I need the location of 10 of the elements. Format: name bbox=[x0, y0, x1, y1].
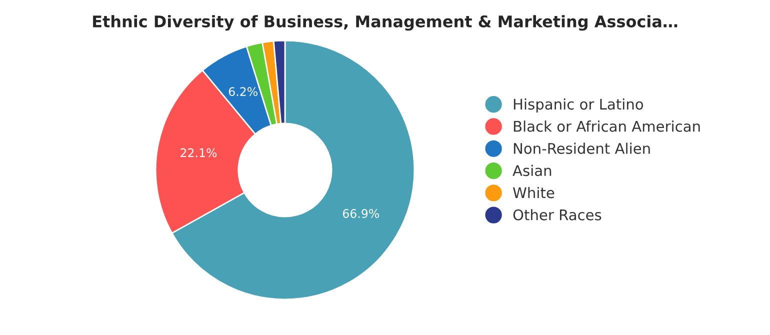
legend-label: Hispanic or Latino bbox=[514, 98, 644, 113]
legend-label: Black or African American bbox=[514, 120, 700, 132]
data-label: 22.1% bbox=[180, 148, 217, 158]
data-label: 6.2% bbox=[228, 87, 258, 96]
data-label: 66.9% bbox=[342, 209, 379, 218]
legend-label: White bbox=[513, 186, 554, 198]
chart-title: Ethnic Diversity of Business, Management & Marketing Associa… bbox=[93, 15, 678, 31]
legend-label: Asian bbox=[512, 164, 552, 176]
legend-label: Non-Resident Alien bbox=[514, 142, 650, 154]
legend-label: Other Races bbox=[513, 209, 602, 220]
